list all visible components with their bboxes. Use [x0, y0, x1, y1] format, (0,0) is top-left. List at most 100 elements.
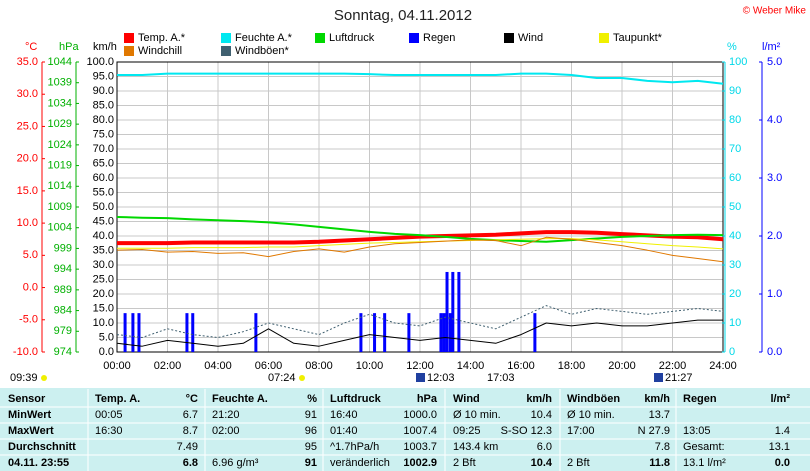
table-cell: 1.4 [775, 425, 790, 437]
legend-label: Wind [518, 32, 543, 44]
table-cell: Ø 10 min. [453, 409, 501, 421]
y-tick-label: 2.0 [767, 230, 782, 242]
table-cell: MinWert [8, 409, 52, 421]
x-tick-label: 04:00 [204, 360, 232, 372]
y-tick-label: 65.0 [93, 157, 114, 169]
sun-time: 09:39 [10, 372, 38, 384]
y-tick-label: 30.0 [93, 259, 114, 271]
y-tick-label: 15.0 [17, 185, 38, 197]
table-cell: 10.4 [531, 457, 553, 469]
legend-swatch [599, 33, 609, 43]
legend-label: Feuchte A.* [235, 32, 293, 44]
table-header: km/h [644, 393, 670, 405]
y-tick-label: 40.0 [93, 230, 114, 242]
y-tick-label: 1044 [48, 56, 72, 68]
table-cell: 10.4 [531, 409, 552, 421]
rain-bar [533, 313, 537, 352]
y-tick-label: 75.0 [93, 128, 114, 140]
rain-bar [137, 313, 141, 352]
y-tick-label: 20.0 [17, 153, 38, 165]
sun-time: 07:24 [268, 372, 296, 384]
x-tick-label: 24:00 [709, 360, 737, 372]
legend-label: Temp. A.* [138, 32, 186, 44]
x-tick-label: 06:00 [255, 360, 283, 372]
table-cell: 2 Bft [567, 457, 590, 469]
y-tick-label: -10.0 [13, 346, 38, 358]
legend-swatch [315, 33, 325, 43]
x-tick-label: 22:00 [659, 360, 687, 372]
y-tick-label: 999 [54, 242, 72, 254]
legend-label: Windböen* [235, 45, 290, 57]
y-tick-label: 50.0 [93, 201, 114, 213]
table-cell: 1007.4 [403, 425, 437, 437]
rain-bar [442, 313, 446, 352]
y-tick-label: 1019 [48, 159, 72, 171]
table-header: Temp. A. [95, 393, 140, 405]
y-tick-label: 25.0 [17, 120, 38, 132]
y-tick-label: 25.0 [93, 273, 114, 285]
y-tick-label: 984 [54, 304, 72, 316]
x-tick-label: 02:00 [154, 360, 182, 372]
legend-swatch [124, 46, 134, 56]
y-tick-label: 10.0 [17, 217, 38, 229]
y-tick-label: 60 [729, 172, 741, 184]
table-cell: N 27.9 [638, 425, 670, 437]
table-cell: 16:30 [95, 425, 123, 437]
table-cell: 1003.7 [403, 441, 437, 453]
y-tick-label: 20 [729, 288, 741, 300]
table-cell: 96 [305, 425, 317, 437]
table-cell: Ø 10 min. [567, 409, 615, 421]
legend-swatch [221, 46, 231, 56]
y-tick-label: 70.0 [93, 143, 114, 155]
y-tick-label: 1029 [48, 118, 72, 130]
y-tick-label: 5.0 [767, 56, 782, 68]
table-cell: 1000.0 [403, 409, 437, 421]
legend-swatch [504, 33, 514, 43]
series-line [117, 72, 724, 85]
y-tick-label: 1034 [48, 97, 72, 109]
table-header: Feuchte A. [212, 393, 268, 405]
rain-bar [445, 271, 449, 352]
y-tick-label: 90.0 [93, 85, 114, 97]
table-cell: Durchschnitt [8, 441, 76, 453]
table-header: °C [186, 393, 198, 405]
y-tick-label: 100 [729, 56, 747, 68]
table-cell: 13.7 [649, 409, 670, 421]
rain-bar [254, 313, 258, 352]
y-tick-label: 5.0 [99, 331, 114, 343]
rain-bar [457, 271, 461, 352]
table-cell: 95 [305, 441, 317, 453]
y-tick-label: 30 [729, 259, 741, 271]
table-header: Windböen [567, 393, 620, 405]
axis-title: °C [25, 41, 37, 53]
y-tick-label: 95.0 [93, 70, 114, 82]
table-cell: 13.1 [769, 441, 790, 453]
table-cell: MaxWert [8, 425, 54, 437]
y-tick-label: 90 [729, 85, 741, 97]
axis-title: hPa [59, 41, 79, 53]
table-cell: 6.7 [183, 409, 198, 421]
axis-title: km/h [93, 41, 117, 53]
table-header: % [307, 393, 317, 405]
table-background [0, 388, 810, 471]
table-cell: 143.4 km [453, 441, 498, 453]
rain-bar [451, 271, 455, 352]
y-tick-label: 20.0 [93, 288, 114, 300]
table-cell: 0.0 [775, 457, 790, 469]
y-tick-label: 35.0 [93, 244, 114, 256]
y-tick-label: 30.0 [17, 88, 38, 100]
y-tick-label: 4.0 [767, 114, 782, 126]
sun-icon [299, 375, 305, 381]
x-tick-label: 10:00 [356, 360, 384, 372]
y-tick-label: 0.0 [23, 281, 38, 293]
legend-label: Luftdruck [329, 32, 375, 44]
legend-label: Taupunkt* [613, 32, 663, 44]
y-tick-label: 3.0 [767, 172, 782, 184]
credit: © Weber Mike [743, 6, 807, 17]
table-cell: 11.8 [649, 457, 670, 469]
x-tick-label: 00:00 [103, 360, 131, 372]
table-header: km/h [526, 393, 552, 405]
table-cell: 01:40 [330, 425, 358, 437]
series-line [116, 236, 724, 263]
table-cell: 02:00 [212, 425, 240, 437]
